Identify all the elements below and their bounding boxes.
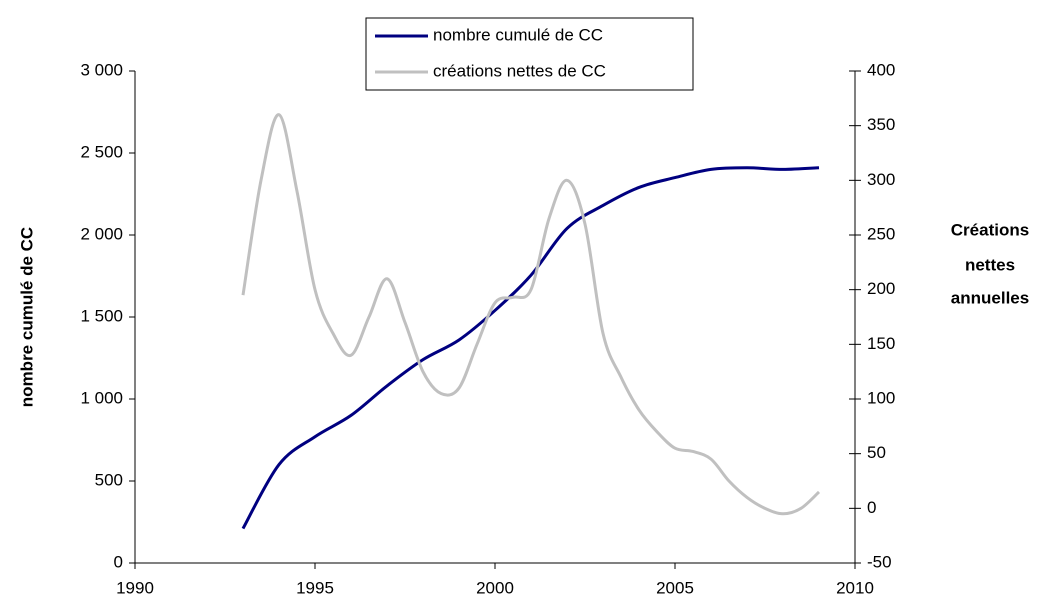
x-tick-label: 2005 <box>656 578 694 597</box>
x-tick-label: 1995 <box>296 578 334 597</box>
y2-tick-label: 100 <box>867 388 895 407</box>
y2-tick-label: 0 <box>867 498 876 517</box>
y2-tick-label: 200 <box>867 279 895 298</box>
y2-tick-label: 250 <box>867 224 895 243</box>
y-tick-label: 1 500 <box>80 306 123 325</box>
legend-label: créations nettes de CC <box>433 61 606 80</box>
y2-tick-label: 300 <box>867 170 895 189</box>
y-tick-label: 1 000 <box>80 388 123 407</box>
series-line <box>241 166 820 530</box>
x-tick-label: 2010 <box>836 578 874 597</box>
y2-tick-label: 350 <box>867 115 895 134</box>
y-tick-label: 2 500 <box>80 142 123 161</box>
y-tick-label: 3 000 <box>80 60 123 79</box>
legend-label: nombre cumulé de CC <box>433 25 603 44</box>
y-tick-label: 500 <box>95 470 123 489</box>
y2-axis-label: Créations <box>951 220 1029 239</box>
legend-frame <box>365 17 694 91</box>
y2-tick-label: 150 <box>867 334 895 353</box>
y2-axis-label: nettes <box>965 255 1015 274</box>
y2-tick-label: -50 <box>867 552 892 571</box>
y-tick-label: 2 000 <box>80 224 123 243</box>
series-line <box>241 113 821 516</box>
x-tick-label: 2000 <box>476 578 514 597</box>
y2-axis-label: annuelles <box>951 288 1029 307</box>
y2-tick-label: 400 <box>867 60 895 79</box>
y2-tick-label: 50 <box>867 443 886 462</box>
x-tick-label: 1990 <box>116 578 154 597</box>
y-tick-label: 0 <box>114 552 123 571</box>
y-axis-label: nombre cumulé de CC <box>17 227 36 407</box>
y-axis-label-text: nombre cumulé de CC <box>17 227 36 407</box>
